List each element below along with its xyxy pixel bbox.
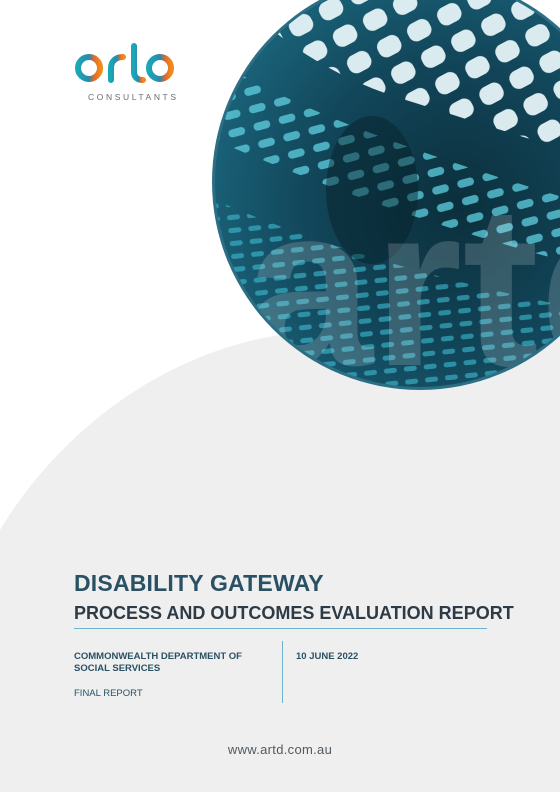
watermark-logo: artd [245, 157, 560, 414]
artd-logo: CONSULTANTS [74, 32, 184, 108]
report-title: DISABILITY GATEWAY [74, 570, 324, 596]
website-link[interactable]: www.artd.com.au [227, 742, 333, 757]
artd-logo-mark [75, 37, 174, 83]
column-divider [282, 641, 283, 703]
report-subtitle: PROCESS AND OUTCOMES EVALUATION REPORT [74, 603, 514, 623]
report-status: FINAL REPORT [74, 688, 143, 699]
report-date: 10 JUNE 2022 [296, 651, 359, 662]
client-name: COMMONWEALTH DEPARTMENT OF SOCIAL SERVIC… [74, 651, 242, 674]
hero-image: artd [212, 0, 560, 414]
logo-subtitle: CONSULTANTS [88, 92, 179, 102]
title-divider [74, 628, 487, 629]
